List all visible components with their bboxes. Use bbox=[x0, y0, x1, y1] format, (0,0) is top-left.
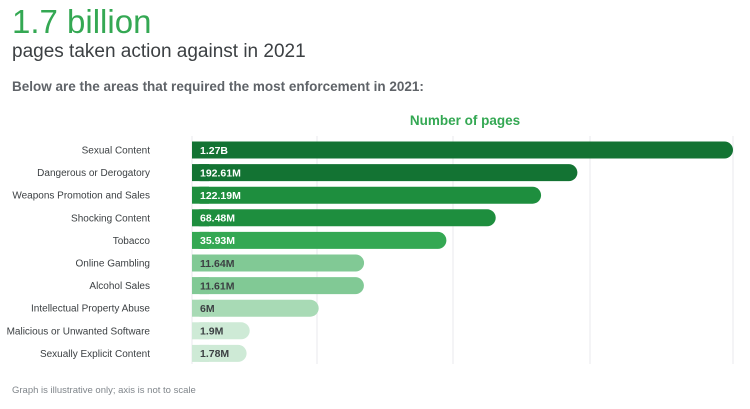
value-label-shocking-content: 68.48M bbox=[200, 213, 235, 225]
bar-base-tobacco bbox=[192, 231, 209, 249]
bar-base-alcohol-sales bbox=[192, 277, 209, 295]
bar-shocking-content bbox=[192, 209, 496, 227]
category-label-sexual-content: Sexual Content bbox=[82, 146, 151, 157]
intro-text: Below are the areas that required the mo… bbox=[12, 79, 424, 94]
bar-tobacco bbox=[192, 231, 447, 249]
value-label-intellectual-property-abuse: 6M bbox=[200, 303, 215, 315]
bar-base-shocking-content bbox=[192, 209, 209, 227]
bar-base-weapons-promotion-and-sales bbox=[192, 186, 209, 204]
bar-sexual-content bbox=[192, 141, 733, 159]
value-label-alcohol-sales: 11.61M bbox=[200, 280, 235, 292]
category-label-tobacco: Tobacco bbox=[113, 236, 151, 247]
bar-base-malicious-or-unwanted-software bbox=[192, 322, 209, 340]
category-label-sexually-explicit-content: Sexually Explicit Content bbox=[40, 349, 150, 360]
category-label-shocking-content: Shocking Content bbox=[71, 213, 150, 224]
category-label-weapons-promotion-and-sales: Weapons Promotion and Sales bbox=[12, 191, 150, 202]
bar-base-sexual-content bbox=[192, 141, 209, 159]
value-label-dangerous-or-derogatory: 192.61M bbox=[200, 167, 241, 179]
category-label-online-gambling: Online Gambling bbox=[76, 259, 150, 270]
chart-title: Number of pages bbox=[409, 113, 521, 128]
value-label-sexual-content: 1.27B bbox=[200, 145, 228, 157]
bar-intellectual-property-abuse bbox=[192, 299, 319, 317]
value-label-weapons-promotion-and-sales: 122.19M bbox=[200, 190, 241, 202]
bar-base-dangerous-or-derogatory bbox=[192, 164, 209, 182]
category-label-intellectual-property-abuse: Intellectual Property Abuse bbox=[31, 304, 150, 315]
footnote: Graph is illustrative only; axis is not … bbox=[12, 385, 196, 396]
bar-dangerous-or-derogatory bbox=[192, 164, 578, 182]
value-label-online-gambling: 11.64M bbox=[200, 258, 235, 270]
headline-subtitle: pages taken action against in 2021 bbox=[12, 41, 306, 62]
bar-base-intellectual-property-abuse bbox=[192, 299, 209, 317]
bar-base-online-gambling bbox=[192, 254, 209, 272]
bar-online-gambling bbox=[192, 254, 365, 272]
category-label-alcohol-sales: Alcohol Sales bbox=[89, 281, 150, 292]
value-label-tobacco: 35.93M bbox=[200, 235, 235, 247]
value-label-malicious-or-unwanted-software: 1.9M bbox=[200, 326, 224, 338]
bar-alcohol-sales bbox=[192, 277, 364, 295]
bar-weapons-promotion-and-sales bbox=[192, 186, 542, 204]
value-label-sexually-explicit-content: 1.78M bbox=[200, 348, 229, 360]
bar-base-sexually-explicit-content bbox=[192, 344, 209, 362]
category-label-dangerous-or-derogatory: Dangerous or Derogatory bbox=[37, 168, 150, 179]
headline-total: 1.7 billion bbox=[12, 3, 152, 40]
category-label-malicious-or-unwanted-software: Malicious or Unwanted Software bbox=[7, 326, 151, 337]
